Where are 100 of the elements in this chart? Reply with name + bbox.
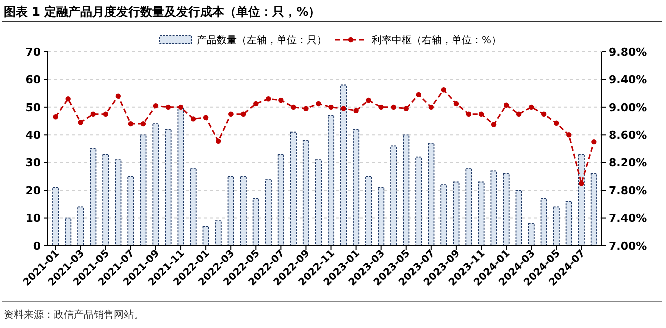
point [316, 101, 322, 107]
bar [428, 143, 435, 246]
bar [378, 187, 385, 246]
point [254, 101, 259, 107]
bar [315, 160, 322, 246]
point [341, 106, 346, 112]
bar [578, 154, 585, 246]
bar [466, 168, 472, 246]
bar [265, 179, 272, 246]
point [391, 104, 396, 110]
y-tick-label: 0 [33, 240, 42, 253]
point [516, 112, 522, 117]
bar [290, 132, 297, 246]
bar [490, 170, 498, 246]
bar [90, 148, 97, 246]
bar [65, 218, 72, 246]
point [216, 138, 222, 144]
bar [416, 156, 422, 246]
bar [165, 129, 172, 246]
bar [202, 226, 210, 246]
y2-tick-label: 8.60% [609, 128, 648, 142]
text: 资料来源：政信产品销售网站。 [4, 309, 144, 321]
point [354, 108, 359, 114]
bar [190, 168, 197, 246]
point [428, 104, 434, 110]
bar [328, 115, 335, 246]
bar [215, 220, 222, 246]
bar [252, 198, 260, 246]
point [116, 94, 122, 99]
y-tick-label: 40 [26, 128, 42, 142]
point [441, 88, 447, 93]
point [153, 103, 159, 109]
point [566, 132, 572, 138]
y2-tick-label: 8.20% [609, 156, 648, 170]
bar [540, 198, 548, 246]
point [66, 96, 71, 102]
point [592, 139, 597, 145]
point [404, 106, 409, 112]
point [178, 104, 184, 110]
bar [366, 176, 372, 246]
point [366, 98, 372, 104]
y-tick-label: 50 [26, 101, 42, 114]
point [454, 101, 460, 107]
bar [102, 154, 110, 246]
bar [566, 201, 572, 246]
y2-tick-label: 7.00% [609, 240, 648, 253]
y-tick-label: 60 [26, 74, 42, 87]
point [78, 120, 84, 126]
point [554, 120, 560, 126]
chart-title: 图表 1 定融产品月度发行数量及发行成本（单位：只，%） [4, 5, 321, 19]
bar [403, 134, 410, 246]
bar [453, 182, 460, 246]
bar [503, 173, 510, 246]
bar [278, 154, 284, 246]
bar [302, 140, 310, 246]
bar [340, 84, 348, 246]
point [241, 112, 246, 117]
point [190, 116, 196, 122]
point [103, 112, 109, 117]
point [128, 121, 134, 127]
bar [528, 223, 535, 246]
point [491, 122, 497, 128]
point [541, 112, 547, 117]
point [466, 112, 472, 117]
bar [516, 190, 522, 246]
point [166, 104, 172, 110]
legend-label: 产品数量（左轴，单位：只） [197, 34, 327, 46]
point [378, 104, 384, 110]
bar [52, 187, 60, 246]
point [504, 102, 510, 108]
y2-tick-label: 9.40% [609, 74, 648, 87]
point [266, 96, 272, 102]
point [203, 115, 209, 120]
legend-label: 利率中枢（右轴，单位：%） [372, 34, 502, 46]
bar [115, 160, 122, 246]
point [228, 112, 234, 117]
y2-tick-label: 9.00% [609, 101, 648, 114]
y-tick-label: 20 [26, 184, 42, 198]
bar [78, 206, 84, 246]
point [140, 121, 146, 127]
point [478, 112, 484, 117]
y-tick-label: 10 [26, 212, 42, 226]
bar [478, 182, 485, 246]
bar [353, 129, 360, 246]
y2-tick-label: 9.80% [609, 46, 648, 59]
point [90, 112, 96, 117]
point [278, 98, 284, 104]
point [53, 114, 58, 120]
y2-tick-label: 7.40% [609, 212, 648, 226]
bar [128, 176, 134, 246]
point [528, 104, 534, 110]
bar [152, 124, 160, 246]
bar [440, 184, 448, 246]
y2-tick-label: 7.80% [609, 184, 648, 198]
point [291, 104, 296, 110]
bar [178, 106, 184, 246]
bar [228, 176, 234, 246]
bar [140, 134, 147, 246]
y-tick-label: 70 [26, 46, 42, 59]
point [416, 92, 422, 98]
